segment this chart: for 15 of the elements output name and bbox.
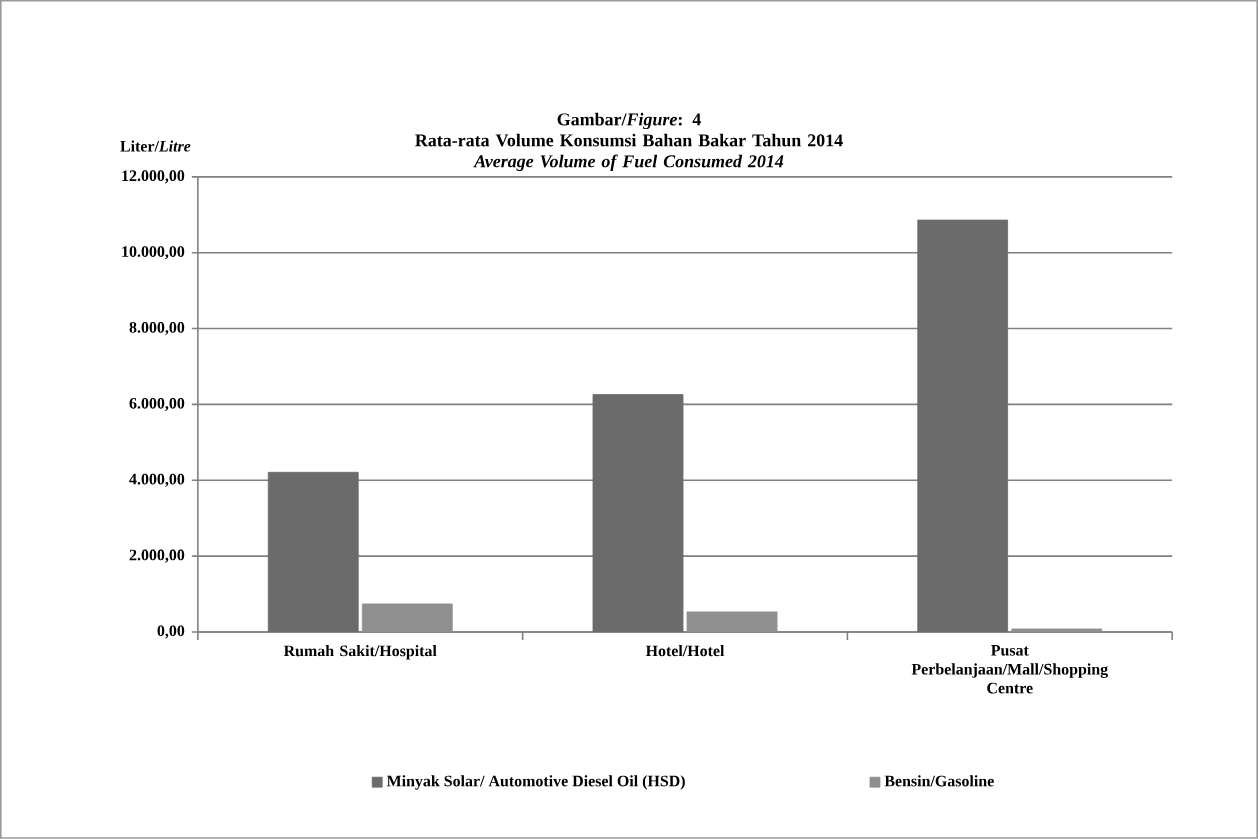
x-tick-label: Hotel/Hotel	[645, 645, 725, 657]
x-tick-label: Pusat Perbelanjaan/Mall/Shopping Centre	[911, 645, 1108, 694]
y-tick-label: 4.000,00	[129, 473, 185, 487]
x-tick-label: Rumah Sakit/Hospital	[283, 645, 437, 660]
legend-label: Minyak Solar/ Automotive Diesel Oil (HSD)	[386, 775, 685, 790]
y-tick-label: 0,00	[157, 625, 185, 639]
y-tick-label: 6.000,00	[129, 397, 185, 412]
chart-subtitle: Average Volume of Fuel Consumed 2014	[473, 154, 784, 172]
y-tick-label: 10.000,00	[122, 246, 185, 260]
y-tick-label: 8.000,00	[129, 322, 185, 336]
y-tick-label: 2.000,00	[129, 549, 185, 563]
y-axis-title: Liter/Litre	[120, 140, 191, 152]
chart-title: Gambar/Figure: 4 Rata-rata Volume Konsumsi Bahan Bakar Tahun 2014	[415, 112, 843, 147]
legend-label: Bensin/Gasoline	[884, 775, 994, 787]
y-tick-label: 12.000,00	[122, 170, 185, 184]
